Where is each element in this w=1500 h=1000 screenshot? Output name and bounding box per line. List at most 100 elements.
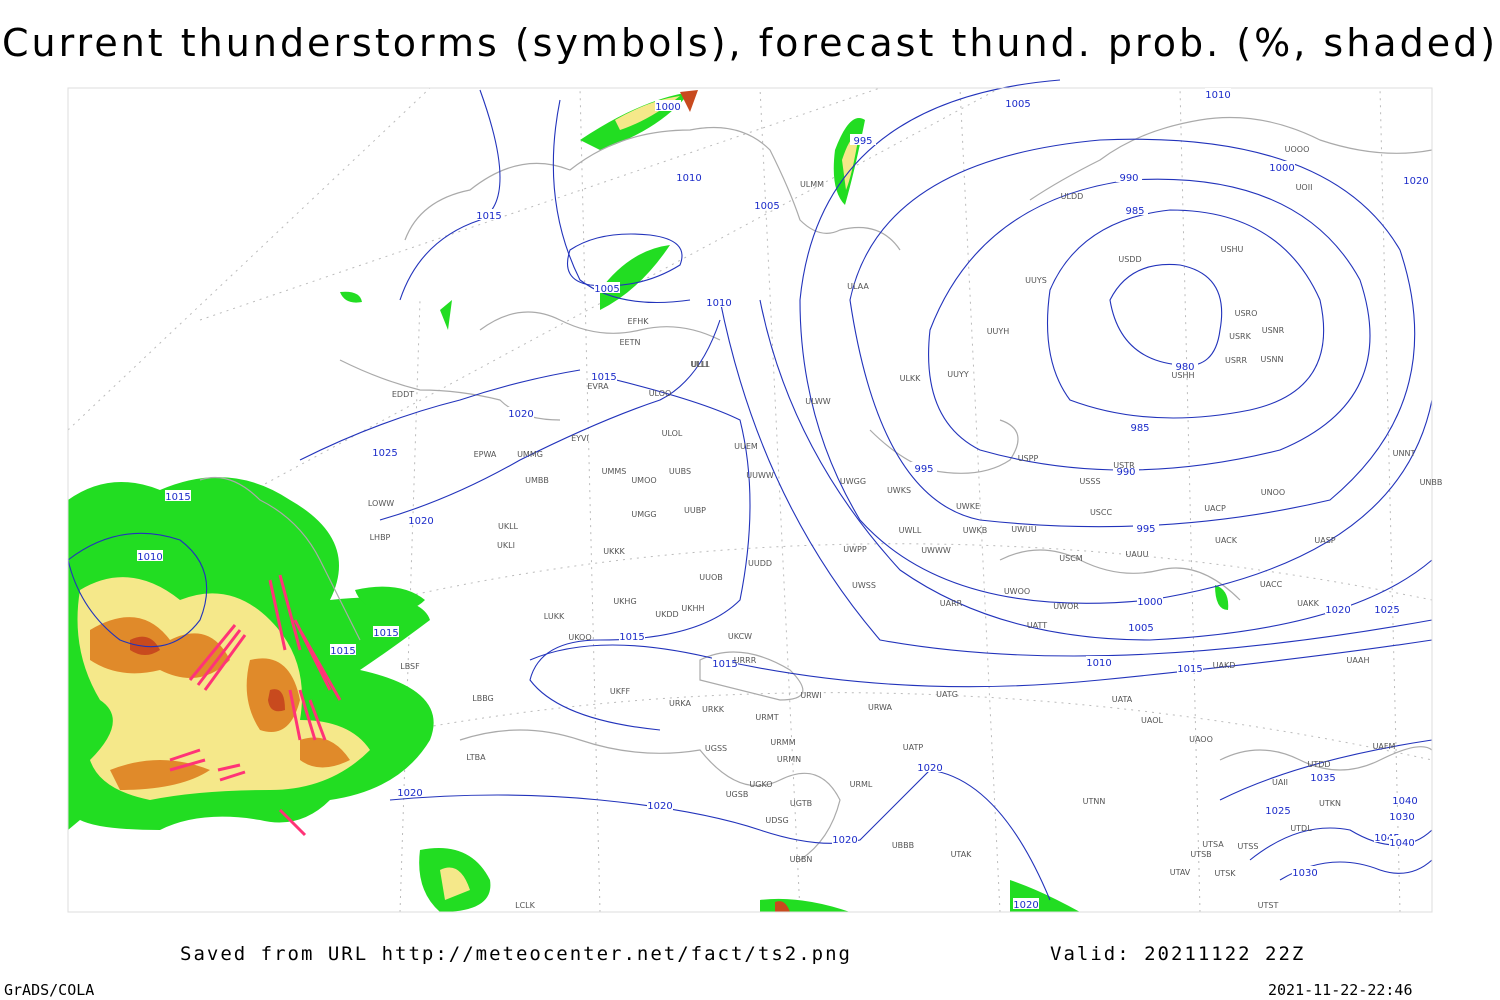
isobar-label: 1010	[676, 173, 701, 184]
station-label: UAOL	[1141, 716, 1163, 725]
isobar-label-bg	[1325, 603, 1351, 614]
station-label: UAKD	[1213, 661, 1236, 670]
station-label: LBSF	[400, 662, 420, 671]
station-label: LUKK	[544, 612, 565, 621]
station-label: UWPP	[843, 545, 867, 554]
isobar-label-bg	[1374, 831, 1400, 842]
station-label: UKKK	[603, 547, 625, 556]
station-label-layer: EDDT EPWA LOWW LHBP UMMG UMMS UMOO UMBB ULLI EETN…	[368, 145, 1443, 910]
station-label: UAAH	[1346, 656, 1369, 665]
coastlines	[199, 116, 1433, 861]
station-label: LBBG	[472, 694, 494, 703]
isobar-label: 1020	[647, 801, 672, 812]
isobar-label-bg	[1113, 465, 1139, 476]
station-label: UNBB	[1420, 478, 1443, 487]
station-label: URKA	[669, 699, 692, 708]
isobar-label-bg	[1374, 603, 1400, 614]
station-label: URMN	[777, 755, 801, 764]
isobar-label: 1015	[330, 646, 355, 657]
isobar-label-bg	[1013, 898, 1039, 909]
isobar-label: 1015	[476, 211, 501, 222]
station-label: UKLI	[497, 541, 515, 550]
isobar-label-bg	[676, 171, 702, 182]
station-label: UNNT	[1393, 449, 1416, 458]
station-label: ULOO	[649, 389, 672, 398]
isobar-label-bg	[408, 514, 434, 525]
station-label: ULAA	[847, 282, 869, 291]
thunderstorm-symbols	[169, 574, 342, 837]
isobar-label-bg	[1128, 621, 1154, 632]
station-label: URMM	[770, 738, 795, 747]
isobar-label: 1005	[594, 284, 619, 295]
station-label: UAUU	[1125, 550, 1148, 559]
isobar-label-bg	[1205, 88, 1231, 99]
station-label: UTAV	[1170, 868, 1191, 877]
isobar-label-bg	[1005, 97, 1031, 108]
station-label: UKDD	[655, 610, 678, 619]
station-label: UTSB	[1190, 850, 1211, 859]
isobar-label: 1035	[1310, 773, 1335, 784]
station-label: URMT	[755, 713, 778, 722]
station-label: UTSK	[1214, 869, 1236, 878]
isobar-label-bg	[165, 490, 191, 501]
isobar-label: 1000	[1137, 597, 1162, 608]
isobar-label-layer: 1000 1005 1010 995 1010 1000 1020 990 985 1015 100…	[137, 88, 1429, 911]
isobar-label: 1020	[1325, 605, 1350, 616]
station-label: UGSS	[705, 744, 727, 753]
isobar-label: 995	[1136, 524, 1155, 535]
station-label: USPP	[1018, 454, 1039, 463]
isobar-label: 1040	[1389, 838, 1414, 849]
isobar-label-bg	[1133, 522, 1159, 533]
station-label: UNOO	[1261, 488, 1285, 497]
station-label: UTSA	[1202, 840, 1224, 849]
station-label: UTST	[1258, 901, 1279, 910]
station-label: UKFF	[610, 687, 631, 696]
isobar-label-bg	[1137, 595, 1163, 606]
station-label: UARR	[940, 599, 963, 608]
station-label: UACK	[1215, 536, 1238, 545]
station-label: UGTB	[790, 799, 812, 808]
station-label: UATT	[1027, 621, 1047, 630]
probability-shading	[68, 90, 1229, 912]
isobar-label: 1020	[508, 409, 533, 420]
station-label: ULWW	[805, 397, 830, 406]
map-area	[67, 79, 1433, 913]
isobar-label-bg	[754, 199, 780, 210]
isobar-label: 1015	[591, 372, 616, 383]
timestamp: 2021-11-22-22:46	[1268, 981, 1413, 999]
station-label: UKHG	[613, 597, 636, 606]
station-label: UATA	[1112, 695, 1133, 704]
station-label: UMBB	[525, 476, 549, 485]
station-label: UOII	[1296, 183, 1313, 192]
station-label: ULOL	[662, 429, 683, 438]
isobar-label-bg	[1122, 204, 1148, 215]
isobar-label-bg	[712, 657, 738, 668]
isobar-label: 1015	[619, 632, 644, 643]
station-label: LCLK	[515, 901, 536, 910]
station-label: UATP	[903, 743, 924, 752]
station-label: UMOO	[631, 476, 656, 485]
isobar-label-bg	[1389, 810, 1415, 821]
station-label: USCM	[1059, 554, 1083, 563]
isobar-label: 1015	[165, 492, 190, 503]
isobar-label: 1030	[1389, 812, 1414, 823]
isobar-label-bg	[1177, 662, 1203, 673]
station-label: UDSG	[765, 816, 788, 825]
station-label: UOOO	[1285, 145, 1310, 154]
isobar-label: 990	[1116, 467, 1135, 478]
station-label: ULLL	[690, 360, 710, 369]
station-label: UAII	[1272, 778, 1288, 787]
isobar-label-bg	[137, 550, 163, 561]
isobar-label-bg	[476, 209, 502, 220]
station-label: UACC	[1260, 580, 1283, 589]
station-label: EYVI	[571, 434, 589, 443]
station-label: ULMM	[800, 180, 824, 189]
isobar-label: 1045	[1374, 833, 1399, 844]
isobar-label: 1015	[373, 628, 398, 639]
station-label: UUBS	[669, 467, 691, 476]
station-label: UGSB	[726, 790, 749, 799]
station-label: UUWW	[746, 471, 774, 480]
isobar-label: 1020	[832, 835, 857, 846]
isobar-label: 1010	[706, 298, 731, 309]
station-label: USNN	[1261, 355, 1284, 364]
